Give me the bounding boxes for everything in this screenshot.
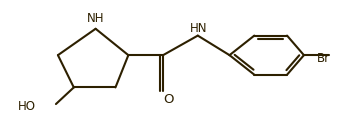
Text: NH: NH (87, 13, 104, 26)
Text: HN: HN (190, 22, 208, 35)
Text: Br: Br (317, 52, 330, 65)
Text: O: O (163, 93, 173, 106)
Text: HO: HO (18, 100, 36, 113)
